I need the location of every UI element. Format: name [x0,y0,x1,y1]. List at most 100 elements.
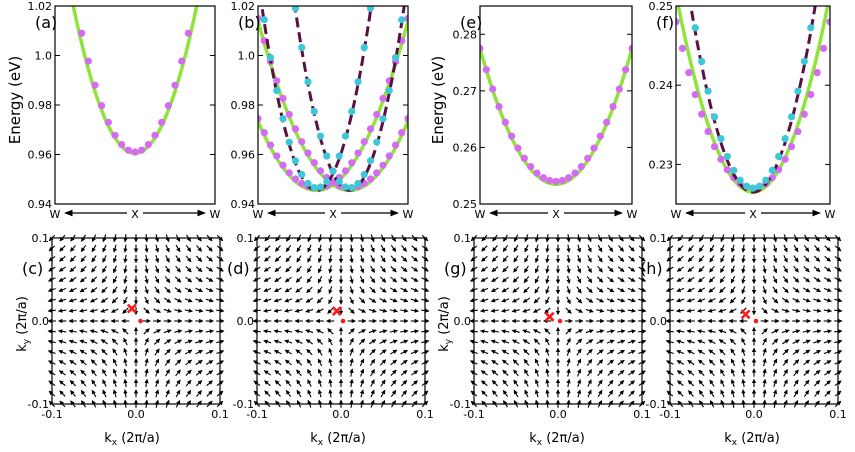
field-arrow [823,287,832,292]
field-arrow [490,308,499,313]
field-arrow [359,378,365,388]
field-arrow [566,368,571,377]
x-tick-label: 0.0 [332,408,350,421]
field-arrow [112,286,118,294]
field-arrow [389,329,398,334]
field-arrow [111,338,119,345]
data-point [794,127,802,136]
data-point [527,163,535,171]
field-arrow [523,358,530,366]
field-arrow [628,380,635,387]
field-arrow [184,339,193,344]
field-arrow [709,265,715,273]
field-arrow [81,234,86,242]
field-arrow [91,265,97,273]
field-arrow [411,234,418,242]
field-arrow [349,234,354,243]
data-point [291,175,300,183]
field-arrow [824,390,831,397]
data-point [279,94,287,103]
field-arrow [294,308,303,313]
field-arrow [295,287,303,293]
field-arrow [718,329,727,334]
data-point [676,18,680,26]
node-dot-marker [753,318,759,324]
field-arrow [274,359,282,366]
field-arrow [400,266,408,273]
data-point [178,57,186,65]
field-arrow [697,298,706,303]
field-arrow [253,266,261,272]
field-arrow [174,308,183,313]
field-arrow [802,339,811,344]
field-arrow [58,308,67,313]
field-arrow [294,329,303,334]
data-point [704,127,712,136]
field-arrow [252,277,261,282]
field-arrow [102,255,107,263]
field-arrow [112,265,117,274]
field-arrow [175,234,181,243]
field-arrow [328,286,333,295]
kx-subscript: x [318,438,324,448]
field-arrow [566,244,571,253]
field-arrow [286,400,291,408]
field-arrow [607,244,614,253]
field-arrow [728,308,737,313]
field-arrow [533,338,541,345]
field-arrow [762,389,767,398]
field-arrow [677,380,684,387]
field-arrow [688,234,694,242]
field-arrow [380,244,386,253]
field-arrow [501,287,510,293]
field-arrow [47,360,56,365]
field-arrow [469,308,478,313]
field-arrow [729,297,737,304]
field-arrow [154,358,160,367]
data-point [366,175,375,183]
field-arrow [469,277,478,282]
series-line [689,6,817,194]
field-arrow [544,328,551,335]
field-arrow [481,245,488,252]
field-arrow [773,265,778,274]
field-arrow [627,350,636,355]
field-arrow [295,349,303,355]
field-arrow [587,399,592,408]
field-arrow [729,338,737,345]
panel-f: 0.23 0.24 0.25 W X W (f) [649,0,836,221]
field-arrow [502,244,509,253]
field-arrow [102,379,107,387]
field-arrow [545,399,550,408]
field-arrow [165,234,170,243]
field-arrow [317,275,323,284]
field-arrow [513,369,519,377]
data-point [398,16,406,24]
field-arrow [824,245,831,252]
field-arrow [491,276,499,283]
field-arrow [400,349,409,355]
field-arrow [677,390,684,397]
y-tick-label: 0.26 [453,141,478,154]
field-arrow [771,297,779,304]
data-point [151,131,159,139]
field-arrow [470,370,478,376]
field-arrow [638,360,647,365]
field-arrow [741,296,746,305]
field-arrow [730,265,735,274]
y-tick-label: 0.0 [237,315,255,328]
x-tick-label: 0.0 [745,408,763,421]
field-arrow [730,275,736,284]
field-arrow [165,399,170,408]
plot-area [480,44,632,186]
field-arrow [369,276,376,284]
field-arrow [501,339,510,344]
field-arrow [762,399,767,408]
field-arrow [741,254,746,264]
field-arrow [349,399,354,408]
field-arrow [91,379,97,387]
field-arrow [676,287,685,292]
field-arrow [253,370,261,376]
field-arrow [48,380,56,386]
data-point [717,135,725,143]
